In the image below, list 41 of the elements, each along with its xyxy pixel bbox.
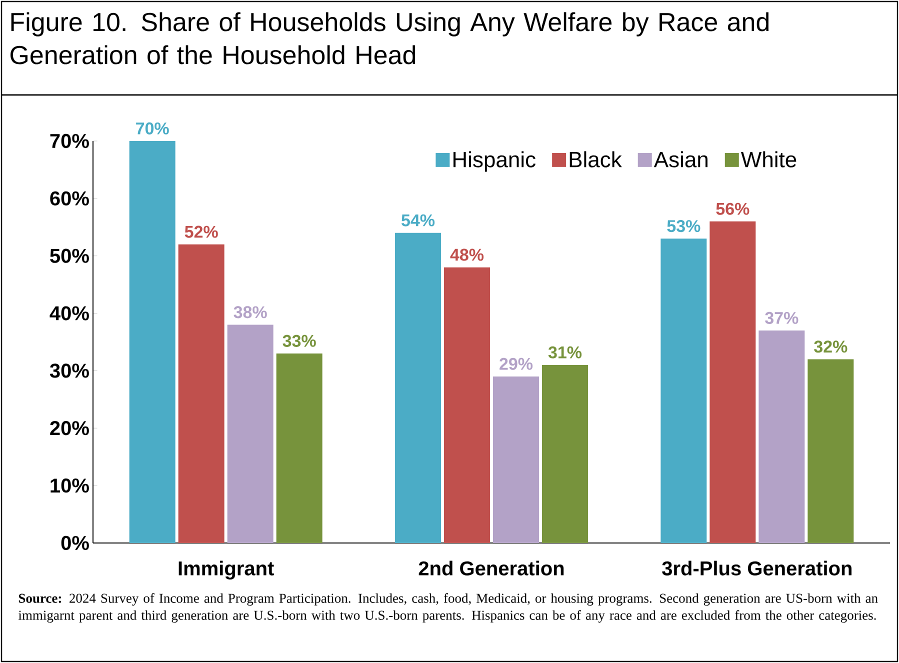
bar [276, 353, 322, 543]
data-label: 54% [402, 214, 435, 226]
x-tick-label: 3rd-Plus Generation [662, 560, 852, 576]
data-label: 33% [282, 334, 316, 347]
bar [542, 364, 588, 543]
data-label: 32% [814, 340, 848, 353]
x-tick-label: 2nd Generation [418, 560, 564, 576]
data-label: 52% [184, 226, 218, 238]
chart-title: Figure 10. Share of Households Using Any Welfare by Race and Generation of the Household Head [10, 12, 769, 64]
bar [710, 221, 756, 543]
y-tick-label: 0% [61, 536, 89, 550]
bar [493, 376, 540, 543]
legend-label: White [740, 151, 796, 168]
legend-label: Asian [654, 151, 708, 168]
data-label: 29% [500, 358, 533, 370]
y-tick-label: 30% [50, 364, 89, 378]
data-label: 56% [716, 202, 750, 215]
y-tick-label: 60% [50, 191, 89, 206]
bar [660, 238, 707, 543]
x-tick-label: Immigrant [178, 560, 274, 580]
data-label: 31% [548, 346, 582, 358]
bar [444, 267, 490, 543]
y-tick-label: 20% [50, 421, 89, 436]
y-tick-label: 40% [50, 306, 89, 320]
data-label: 70% [136, 122, 169, 134]
data-label: 37% [765, 312, 798, 324]
data-label: 48% [450, 248, 484, 261]
bar [178, 244, 224, 543]
data-label: 53% [667, 220, 700, 232]
bar [227, 324, 274, 543]
y-tick-label: 50% [50, 248, 89, 263]
bar [395, 232, 442, 543]
text: Source: 2024 Survey of Income and Program Participation. Includes, cash, food, Medicaid, or housing programs. Second generation are US-born with an immigarnt parent and third generation are U.S.-born with two U.S.-born parents. Hispanics can be of any race and are excluded from the other categories. [18, 593, 878, 623]
bar [129, 140, 176, 543]
legend-label: Black [570, 151, 622, 168]
bar [758, 330, 805, 543]
data-label: 38% [234, 306, 267, 318]
legend-label: Hispanic [454, 151, 536, 172]
y-tick-label: 10% [50, 478, 89, 493]
bar [808, 359, 854, 543]
y-tick-label: 70% [50, 134, 89, 148]
